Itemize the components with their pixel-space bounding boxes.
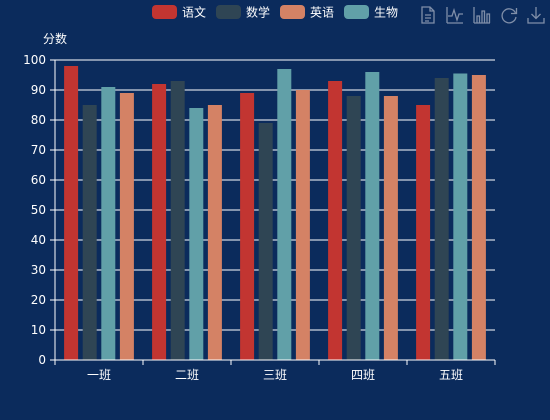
bar-生物-五班[interactable] (453, 73, 468, 361)
y-tick-label: 20 (31, 293, 46, 307)
bar-英语-一班[interactable] (119, 93, 134, 360)
legend-label: 英语 (310, 6, 334, 20)
restore-icon[interactable] (501, 8, 518, 24)
bar-英语-二班[interactable] (207, 105, 222, 360)
restore-icon-arrow (511, 8, 518, 15)
bar-chart-icon[interactable] (473, 7, 491, 24)
x-tick-label: 五班 (439, 368, 463, 382)
legend-item-数学[interactable]: 数学 (216, 5, 270, 20)
bar-语文-二班[interactable] (152, 84, 167, 360)
chart-legend: 语文 数学 英语 生物 (152, 5, 398, 20)
bar-英语-四班[interactable] (383, 96, 398, 360)
bar-语文-四班[interactable] (328, 81, 343, 360)
legend-swatch (152, 5, 177, 19)
bar-生物-三班[interactable] (277, 69, 292, 360)
y-tick-label: 60 (31, 173, 46, 187)
restore-icon-arc (501, 8, 517, 24)
y-tick-label: 90 (31, 83, 46, 97)
legend-swatch (344, 5, 369, 19)
bar-生物-四班[interactable] (365, 72, 380, 360)
data-view-icon-lines (425, 14, 431, 22)
legend-label: 语文 (182, 5, 206, 20)
bar-数学-二班[interactable] (170, 81, 185, 360)
bar-chart-icon-bars (476, 10, 491, 23)
legend-label: 生物 (374, 6, 398, 20)
bar-英语-五班[interactable] (471, 75, 486, 360)
y-tick-label: 80 (31, 113, 46, 127)
x-tick-label: 二班 (175, 368, 199, 382)
bar-英语-三班[interactable] (295, 90, 310, 360)
bar-生物-一班[interactable] (101, 87, 116, 360)
data-view-icon-shape (421, 6, 435, 24)
data-view-icon[interactable] (421, 6, 435, 24)
line-chart-icon-axes (446, 7, 463, 24)
legend-item-英语[interactable]: 英语 (280, 5, 334, 20)
line-chart-icon[interactable] (446, 7, 463, 24)
bar-语文-一班[interactable] (64, 66, 79, 360)
y-tick-label: 0 (38, 353, 46, 367)
y-tick-label: 100 (23, 53, 46, 67)
save-image-icon-tray (527, 18, 545, 24)
chart-toolbox (421, 6, 545, 24)
save-image-icon-arrow (531, 7, 541, 20)
axes: 0 10 20 30 40 50 60 70 80 90 100 一班 二班 三班 四班 五班 (23, 53, 496, 382)
bar-数学-四班[interactable] (346, 96, 361, 360)
y-tick-label: 40 (31, 233, 46, 247)
x-tick-label: 三班 (263, 368, 287, 382)
y-tick-label: 50 (31, 203, 46, 217)
bar-series (64, 66, 486, 360)
bar-数学-五班[interactable] (434, 78, 449, 360)
bar-语文-三班[interactable] (240, 93, 255, 360)
save-image-icon[interactable] (527, 7, 545, 24)
y-tick-label: 30 (31, 263, 46, 277)
y-axis-label: 分数 (43, 31, 67, 46)
legend-swatch (280, 5, 305, 19)
legend-label: 数学 (246, 5, 270, 20)
y-tick-label: 10 (31, 323, 46, 337)
legend-item-生物[interactable]: 生物 (344, 5, 398, 20)
bar-数学-三班[interactable] (258, 123, 273, 360)
x-tick-label: 一班 (87, 368, 111, 382)
bar-数学-一班[interactable] (82, 105, 97, 360)
legend-swatch (216, 5, 241, 19)
x-tick-label: 四班 (351, 368, 375, 382)
y-tick-label: 70 (31, 143, 46, 157)
bar-生物-二班[interactable] (189, 108, 204, 360)
bar-语文-五班[interactable] (416, 105, 431, 360)
legend-item-语文[interactable]: 语文 (152, 5, 206, 20)
line-chart-icon-line (448, 7, 463, 23)
